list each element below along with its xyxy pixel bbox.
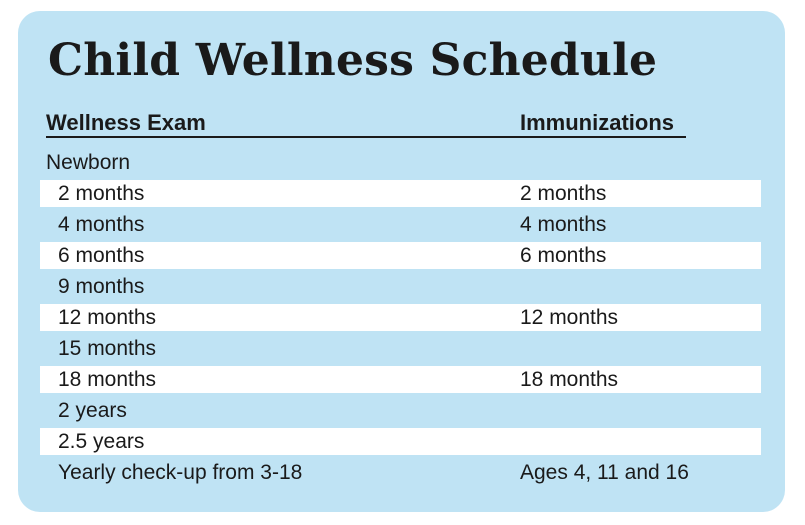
table-row: 12 months 12 months xyxy=(18,302,785,333)
wellness-exam-cell: 12 months xyxy=(58,306,157,329)
immunization-cell: Ages 4, 11 and 16 xyxy=(520,461,689,484)
schedule-card: Child Wellness Schedule Wellness Exam Im… xyxy=(18,11,785,512)
page-title: Child Wellness Schedule xyxy=(48,35,658,86)
schedule-table: Newborn 2 months 2 months 4 months 4 mon… xyxy=(18,147,785,488)
wellness-exam-cell: 2.5 years xyxy=(58,430,145,453)
table-row: 2 months 2 months xyxy=(18,178,785,209)
wellness-exam-cell: 2 years xyxy=(58,399,127,422)
wellness-exam-cell: Yearly check-up from 3-18 xyxy=(58,461,303,484)
table-row: 2 years xyxy=(18,395,785,426)
table-row: Yearly check-up from 3-18 Ages 4, 11 and… xyxy=(18,457,785,488)
immunization-cell: 2 months xyxy=(520,182,607,205)
wellness-exam-cell: Newborn xyxy=(46,151,131,174)
table-row: 9 months xyxy=(18,271,785,302)
wellness-exam-cell: 4 months xyxy=(58,213,145,236)
table-header: Wellness Exam Immunizations xyxy=(46,109,686,139)
wellness-exam-cell: 18 months xyxy=(58,368,157,391)
column-header-wellness-exam: Wellness Exam xyxy=(46,110,206,135)
immunization-cell: 18 months xyxy=(520,368,619,391)
wellness-exam-cell: 9 months xyxy=(58,275,145,298)
table-row: 2.5 years xyxy=(18,426,785,457)
immunization-cell: 6 months xyxy=(520,244,607,267)
table-row: 18 months 18 months xyxy=(18,364,785,395)
wellness-exam-cell: 15 months xyxy=(58,337,157,360)
table-row: 15 months xyxy=(18,333,785,364)
header-underline xyxy=(46,136,686,138)
table-row: 6 months 6 months xyxy=(18,240,785,271)
table-row: Newborn xyxy=(18,147,785,178)
wellness-exam-cell: 2 months xyxy=(58,182,145,205)
table-row: 4 months 4 months xyxy=(18,209,785,240)
immunization-cell: 4 months xyxy=(520,213,607,236)
immunization-cell: 12 months xyxy=(520,306,619,329)
column-header-immunizations: Immunizations xyxy=(520,110,675,135)
wellness-exam-cell: 6 months xyxy=(58,244,145,267)
